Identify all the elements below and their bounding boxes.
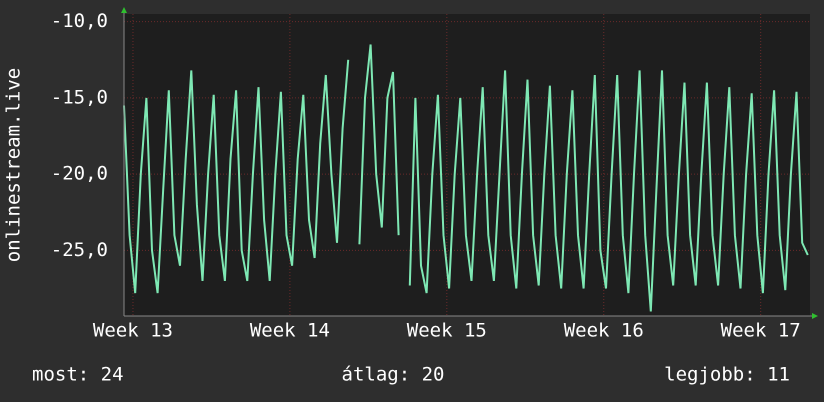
y-axis-label: onlinestream.live: [3, 68, 25, 262]
y-tick-label: -15,0: [51, 86, 108, 108]
plot-area: [124, 14, 810, 316]
x-tick-label: Week 15: [407, 320, 487, 342]
footer-average: átlag: 20: [342, 364, 445, 386]
y-tick-label: -10,0: [51, 10, 108, 32]
y-arrow: [121, 7, 127, 13]
x-arrow: [812, 313, 818, 319]
x-tick-label: Week 16: [564, 320, 644, 342]
x-tick-label: Week 17: [721, 320, 801, 342]
footer-max: legjobb: 11: [664, 364, 790, 386]
x-tick-label: Week 13: [93, 320, 173, 342]
plot: [123, 14, 810, 316]
data-line: [123, 44, 809, 312]
x-tick-label: Week 14: [250, 320, 330, 342]
y-tick-label: -20,0: [51, 163, 108, 185]
y-tick-label: -25,0: [51, 239, 108, 261]
footer-current: most: 24: [32, 364, 124, 386]
